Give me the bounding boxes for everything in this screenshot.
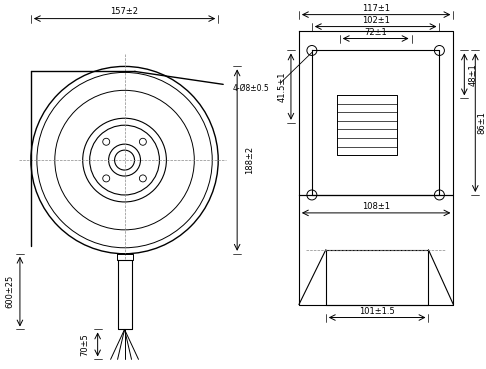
Text: 72±1: 72±1 [364, 28, 387, 37]
Text: 70±5: 70±5 [80, 333, 89, 356]
Text: 101±1.5: 101±1.5 [359, 307, 395, 316]
Text: 157±2: 157±2 [110, 7, 139, 16]
Text: 117±1: 117±1 [362, 4, 390, 13]
Text: 4-Ø8±0.5: 4-Ø8±0.5 [232, 84, 269, 93]
Text: 108±1: 108±1 [362, 203, 390, 211]
Text: 102±1: 102±1 [362, 16, 390, 25]
Text: 188±2: 188±2 [244, 146, 254, 174]
Text: 600±25: 600±25 [5, 275, 15, 308]
Text: 86±1: 86±1 [478, 111, 486, 134]
Text: 41.5±1: 41.5±1 [278, 71, 286, 102]
Text: 48±1: 48±1 [469, 63, 478, 86]
